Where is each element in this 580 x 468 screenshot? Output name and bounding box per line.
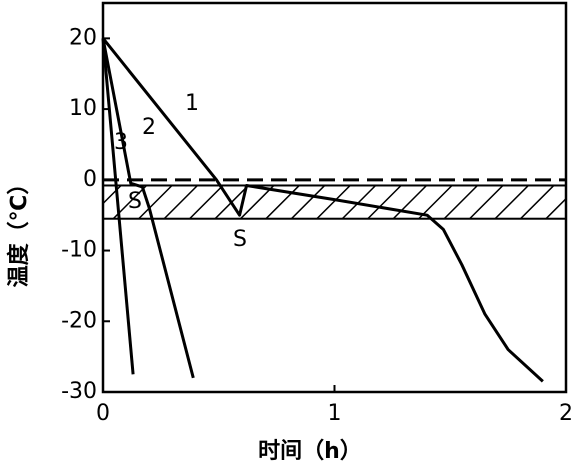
- y-tick-label: -10: [61, 238, 97, 263]
- x-tick-label: 2: [559, 401, 573, 426]
- y-tick-label: 0: [83, 167, 97, 192]
- x-tick-label: 1: [328, 401, 342, 426]
- y-tick-label: -20: [61, 308, 97, 333]
- y-axis-label: 温度（℃）: [6, 173, 32, 288]
- y-tick-label: -30: [61, 379, 97, 404]
- x-axis-label: 时间（h）: [258, 439, 362, 464]
- y-tick-label: 20: [69, 25, 97, 50]
- series-line: [101, 38, 135, 375]
- series-label: 1: [185, 91, 199, 116]
- series-label: 2: [142, 115, 156, 140]
- hatched-band: [102, 184, 567, 220]
- annotation: S: [233, 227, 247, 252]
- y-tick-label: 10: [69, 96, 97, 121]
- x-tick-label: 0: [96, 401, 110, 426]
- series-line: [101, 37, 544, 383]
- series-line: [101, 38, 195, 379]
